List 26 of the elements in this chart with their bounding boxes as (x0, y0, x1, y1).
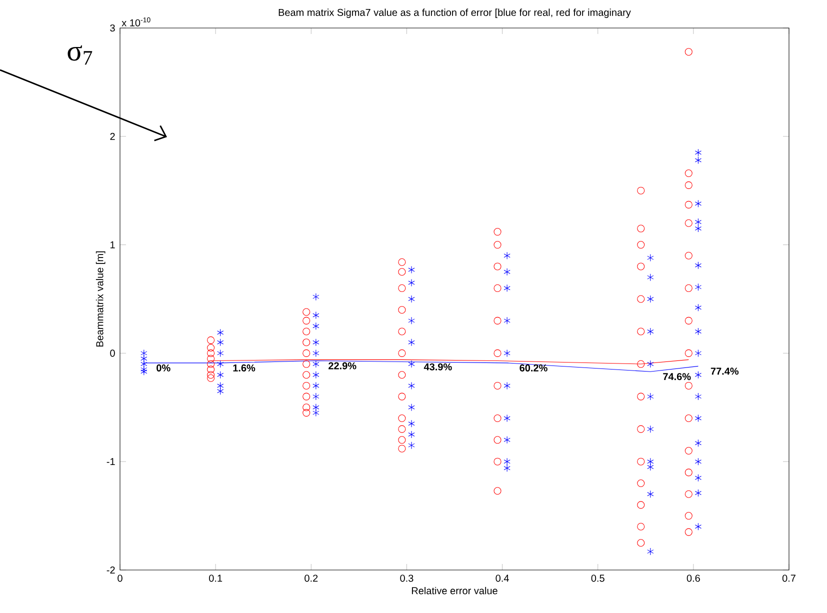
text: x 10$^{-10}$ (122, 17, 150, 26)
y-tick-label: 0 (110, 350, 115, 357)
x-tick-label: 0.3 (400, 574, 414, 582)
y-tick-label: 2 (110, 132, 115, 140)
chart-title: Beam matrix Sigma7 value as a function of error [blue for real, red for imaginary (278, 8, 631, 18)
annotation: 77.4% (710, 368, 739, 375)
x-tick-label: 0.5 (591, 574, 604, 582)
y-axis-title: Beammatrix value [m] (96, 251, 106, 347)
annotation: 60.2% (520, 364, 548, 372)
annotation: 1.6% (233, 364, 256, 372)
x-tick-label: 0.6 (686, 574, 700, 582)
x-tick-label: 0.2 (304, 574, 318, 582)
annotation: 43.9% (424, 363, 452, 370)
text: σ$_{7}$ (68, 45, 92, 65)
y-tick-label: -2 (106, 566, 115, 574)
annotation: 74.6% (663, 373, 691, 380)
y-tick-label: 3 (110, 24, 115, 32)
x-axis-title: Relative error value (412, 586, 498, 594)
x-tick-label: 0.1 (209, 574, 222, 582)
annotation: 0% (156, 364, 170, 372)
x-tick-label: 0 (118, 574, 122, 582)
x-tick-label: 0.7 (782, 574, 796, 582)
y-tick-label: -1 (106, 458, 115, 466)
y-tick-label: 1 (110, 241, 115, 248)
annotation: 22.9% (328, 362, 356, 370)
x-tick-label: 0.4 (496, 574, 509, 582)
